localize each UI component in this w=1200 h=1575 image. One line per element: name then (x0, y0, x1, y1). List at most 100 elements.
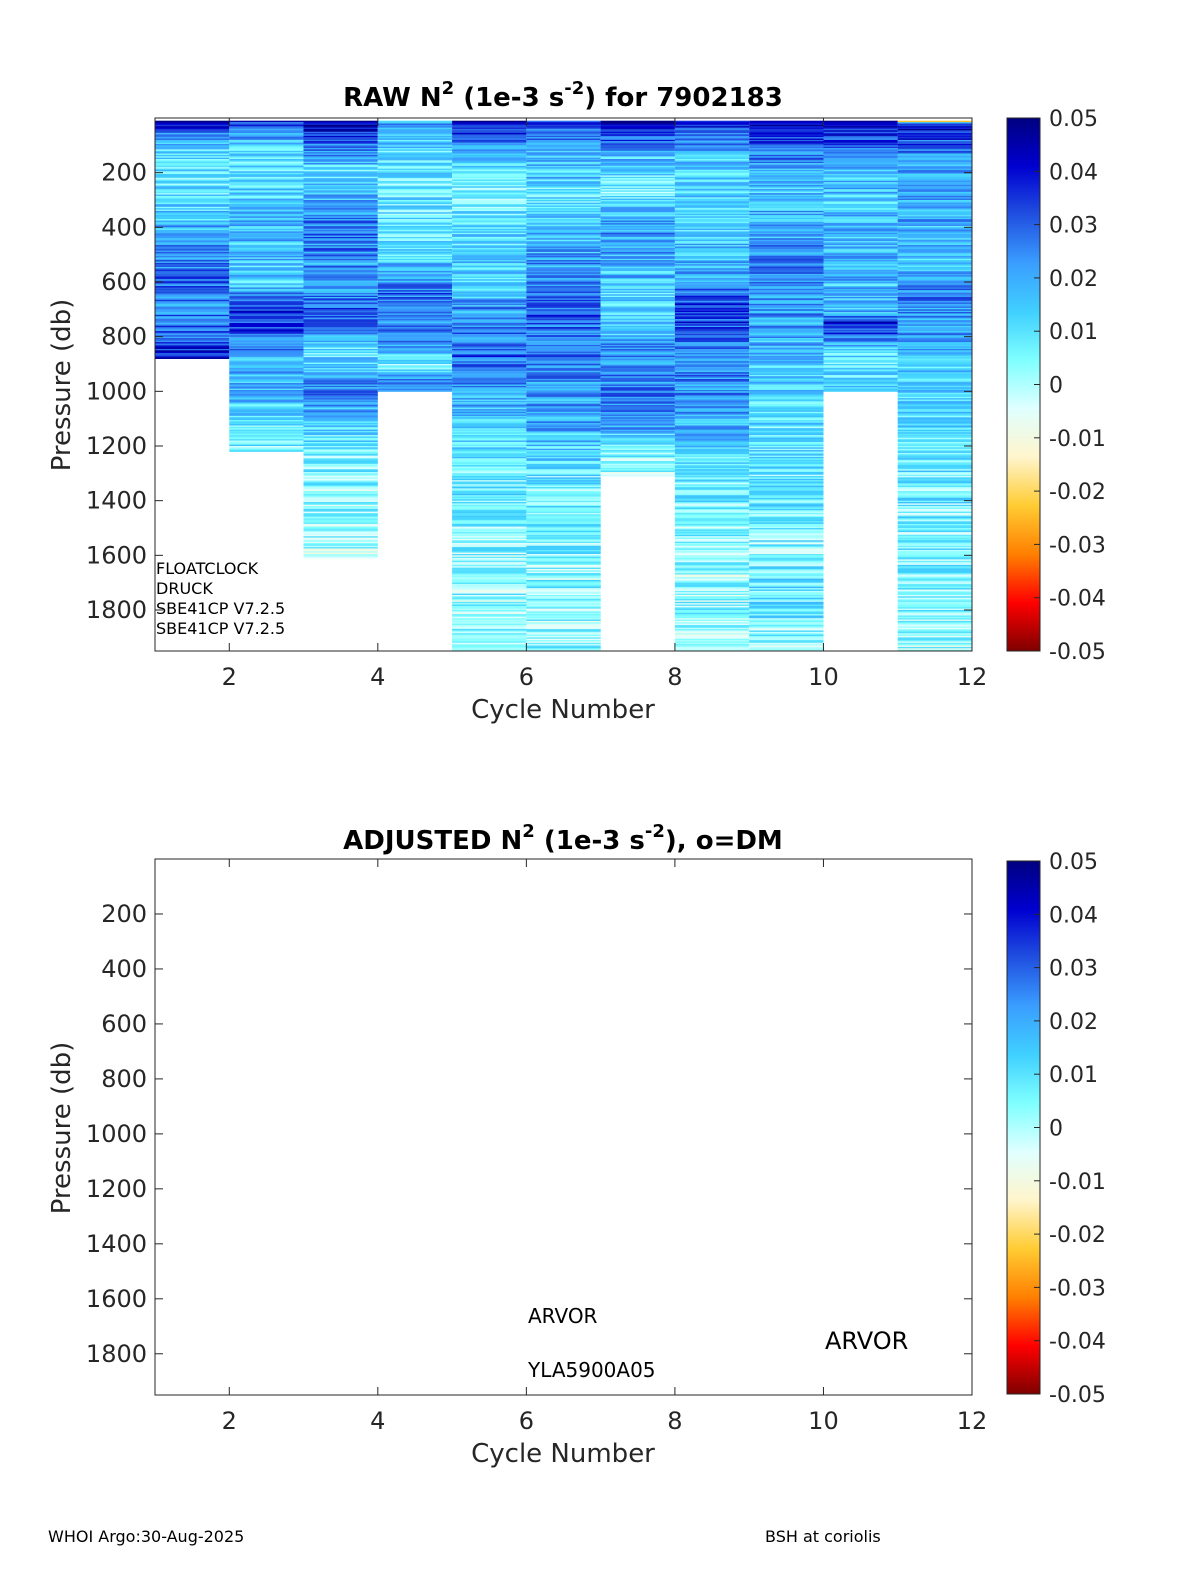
heatmap-cell (526, 466, 601, 469)
heatmap-cell (897, 518, 972, 521)
heatmap-cell (749, 392, 824, 395)
heatmap-cell (897, 429, 972, 432)
heatmap-cell (526, 271, 601, 273)
heatmap-cell (377, 295, 453, 298)
heatmap-cell (155, 316, 230, 318)
heatmap-cell (897, 343, 972, 346)
heatmap-cell (526, 164, 601, 167)
heatmap-cell (452, 358, 527, 361)
heatmap-cell (600, 245, 675, 247)
heatmap-cell (749, 183, 824, 186)
heatmap-cell (674, 592, 750, 594)
heatmap-cell (749, 638, 824, 641)
heatmap-cell (526, 577, 601, 579)
heatmap-cell (303, 187, 378, 190)
heatmap-cell (229, 355, 304, 358)
heatmap-cell (823, 381, 898, 384)
y-tick-label: 1200 (86, 1175, 147, 1203)
heatmap-cell (674, 604, 750, 607)
heatmap-cell (674, 446, 750, 448)
heatmap-cell (526, 605, 601, 608)
heatmap-cell (749, 124, 824, 127)
heatmap-cell (377, 157, 453, 160)
heatmap-cell (452, 478, 527, 481)
heatmap-cell (749, 596, 824, 599)
heatmap-cell (600, 150, 675, 153)
heatmap-cell (600, 407, 675, 410)
heatmap-cell (674, 253, 750, 256)
heatmap-cell (303, 384, 378, 387)
heatmap-cell (897, 131, 972, 134)
heatmap-cell (897, 545, 972, 548)
heatmap-cell (674, 306, 750, 309)
heatmap-cell (749, 204, 824, 206)
heatmap-cell (303, 428, 378, 430)
heatmap-cell (674, 258, 750, 261)
heatmap-cell (526, 555, 601, 558)
heatmap-cell (749, 648, 824, 651)
heatmap-cell (749, 485, 824, 488)
heatmap-cell (303, 495, 378, 497)
heatmap-cell (823, 251, 898, 254)
heatmap-cell (897, 149, 972, 152)
heatmap-cell (452, 428, 527, 430)
heatmap-cell (526, 355, 601, 358)
heatmap-cell (600, 227, 675, 230)
heatmap-cell (526, 324, 601, 327)
heatmap-cell (897, 128, 972, 131)
heatmap-cell (526, 280, 601, 283)
heatmap-cell (377, 362, 453, 365)
heatmap-cell (600, 422, 675, 425)
heatmap-cell (600, 180, 675, 183)
heatmap-cell (897, 376, 972, 379)
heatmap-cell (526, 344, 601, 347)
heatmap-cell (674, 560, 750, 563)
heatmap-cell (526, 629, 601, 631)
heatmap-cell (452, 134, 527, 137)
heatmap-cell (452, 359, 527, 362)
heatmap-cell (229, 338, 304, 340)
heatmap-cell (897, 365, 972, 368)
heatmap-cell (377, 164, 453, 167)
heatmap-cell (303, 314, 378, 317)
heatmap-cell (897, 566, 972, 569)
heatmap-cell (823, 329, 898, 332)
heatmap-cell (452, 637, 527, 640)
heatmap-cell (155, 297, 230, 299)
heatmap-cell (452, 414, 527, 417)
heatmap-cell (155, 175, 230, 178)
heatmap-cell (600, 391, 675, 394)
heatmap-cell (749, 642, 824, 645)
heatmap-cell (600, 146, 675, 149)
heatmap-cell (229, 443, 304, 446)
heatmap-cell (674, 429, 750, 432)
heatmap-cell (823, 358, 898, 361)
heatmap-cell (749, 637, 824, 640)
heatmap-cell (452, 538, 527, 541)
heatmap-cell (452, 153, 527, 156)
heatmap-cell (526, 552, 601, 555)
heatmap-cell (897, 202, 972, 205)
heatmap-cell (303, 491, 378, 493)
heatmap-cell (452, 508, 527, 511)
heatmap-cell (823, 172, 898, 175)
heatmap-cell (674, 601, 750, 604)
heatmap-cell (452, 581, 527, 584)
heatmap-cell (155, 317, 230, 320)
heatmap-cell (600, 331, 675, 333)
heatmap-cell (526, 273, 601, 276)
heatmap-cell (823, 287, 898, 290)
heatmap-cell (600, 392, 675, 395)
heatmap-cell (377, 292, 453, 295)
heatmap-cell (377, 176, 453, 179)
heatmap-cell (749, 424, 824, 426)
heatmap-cell (897, 508, 972, 511)
heatmap-cell (674, 347, 750, 350)
heatmap-cell (303, 515, 378, 518)
heatmap-cell (229, 133, 304, 135)
heatmap-cell (526, 590, 601, 593)
heatmap-cell (155, 282, 230, 284)
heatmap-cell (452, 646, 527, 649)
heatmap-cell (749, 165, 824, 168)
footer-source-date: WHOI Argo:30-Aug-2025 (48, 1527, 245, 1546)
